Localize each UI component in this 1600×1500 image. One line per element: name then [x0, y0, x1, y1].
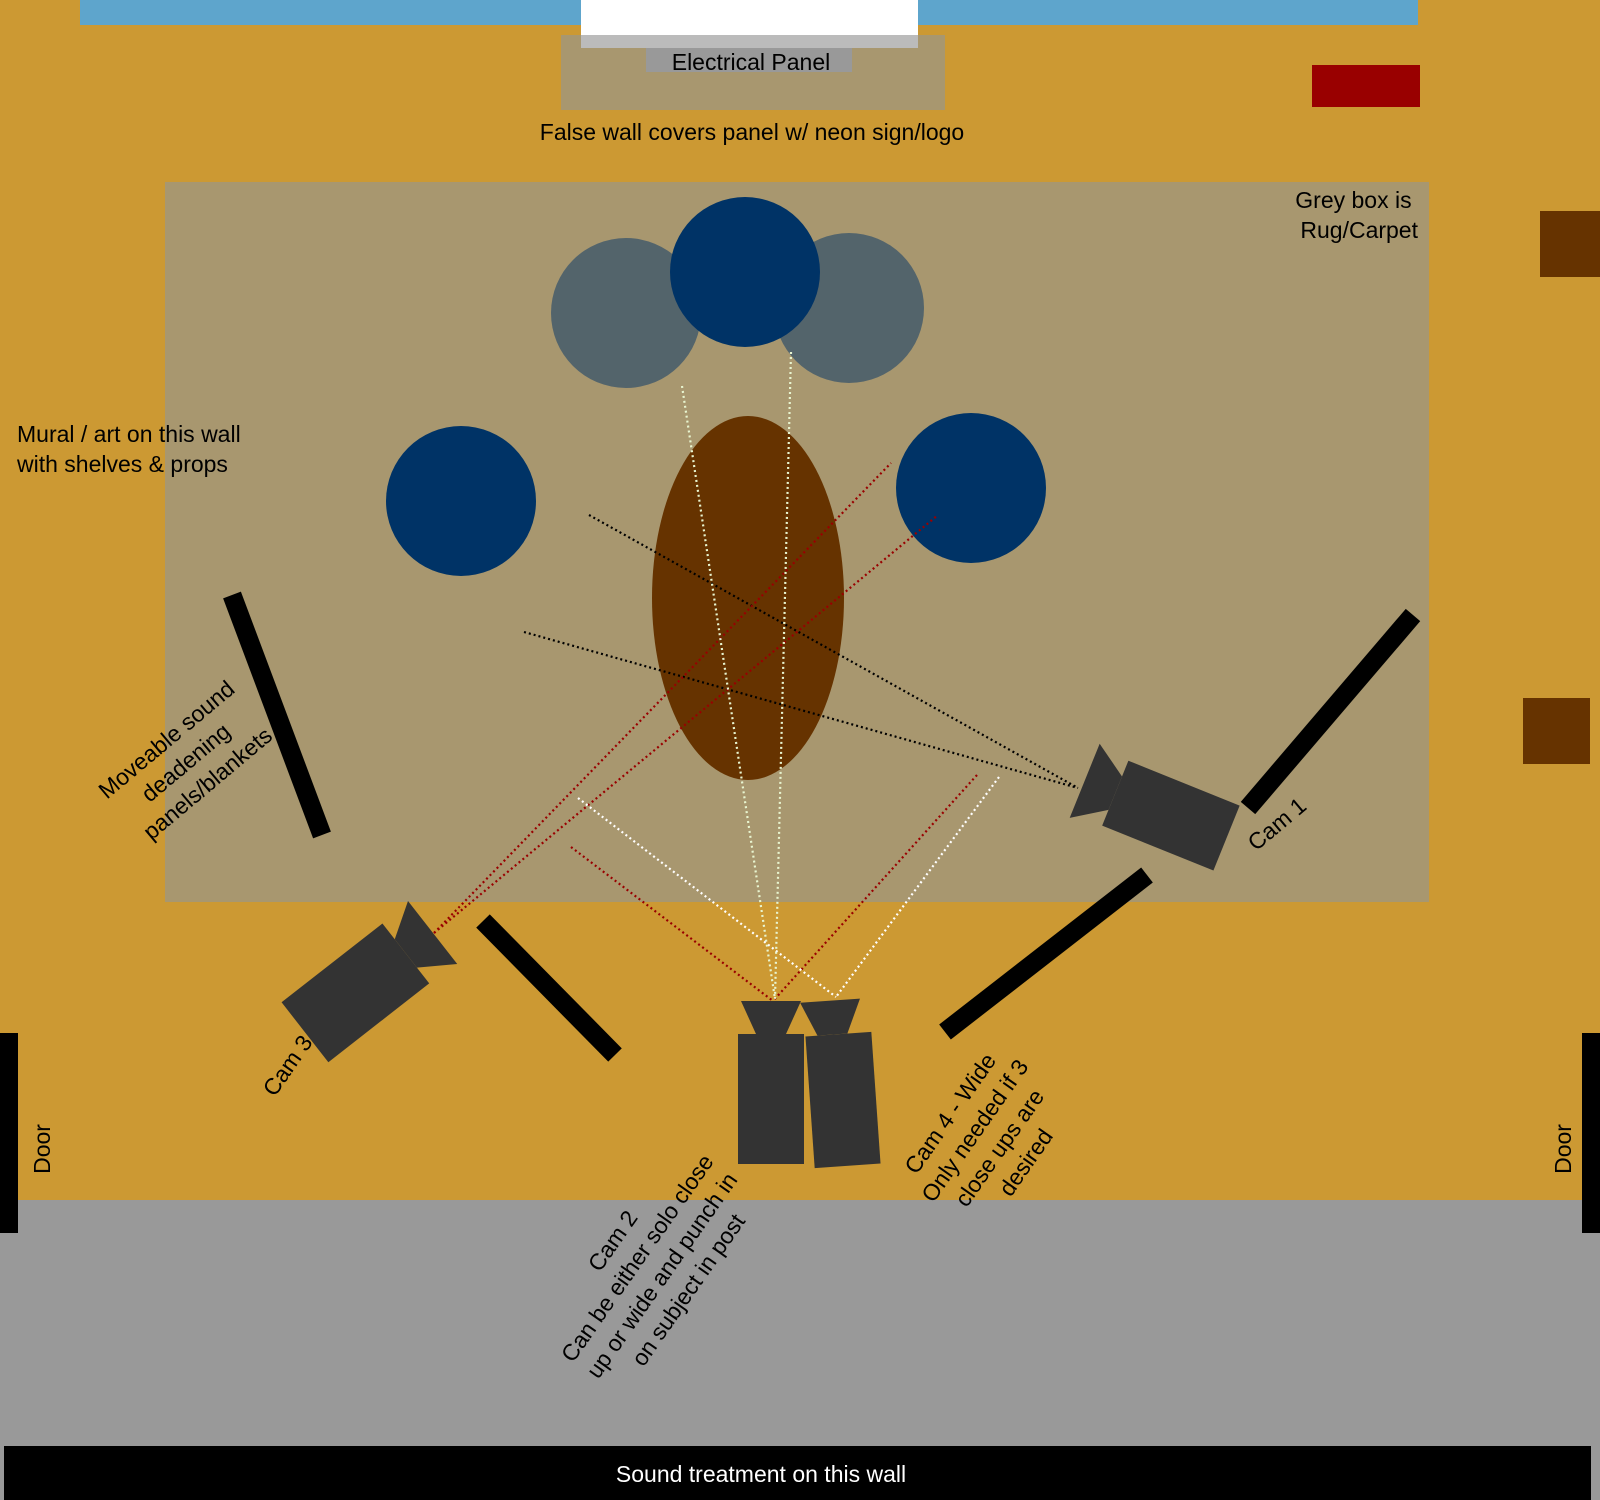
cam3-sightline-upper: [433, 462, 892, 934]
door-right: [1582, 1033, 1600, 1233]
camera-cam2-body: [738, 1034, 804, 1164]
host-chair-left: [386, 426, 536, 576]
cam2-sightline-left: [570, 846, 774, 1002]
camera-cam4-body: [805, 1031, 881, 1169]
camera-cam4: [800, 998, 881, 1169]
table: [652, 416, 844, 780]
cam4-sightline-left: [577, 797, 837, 998]
rug-note: Grey box is Rug/Carpet: [1295, 187, 1418, 243]
camera-cam2: [738, 1001, 804, 1164]
mural-note: Mural / art on this wall with shelves & …: [16, 421, 247, 477]
wall-box-upper: [1540, 211, 1600, 277]
camera-cam3: [281, 900, 458, 1063]
false-wall-note: False wall covers panel w/ neon sign/log…: [540, 119, 964, 145]
sound-panel-center-left: [476, 914, 622, 1062]
mural-note-line2: with shelves & props: [16, 451, 228, 477]
mural-note-line1: Mural / art on this wall: [17, 421, 241, 447]
cam2-sightline-center-left: [680, 385, 777, 1000]
camera-cam2-lens: [741, 1001, 801, 1034]
red-light: [1312, 65, 1420, 107]
false-wall-panel: [581, 0, 918, 35]
door-left-label: Door: [29, 1124, 55, 1174]
camera-cam1-lens: [1069, 743, 1123, 818]
sound-panel-left: [223, 591, 331, 839]
sound-panel-center-right: [939, 867, 1153, 1040]
camera-cam4-lens: [800, 998, 860, 1036]
cam1-sightline-lower: [523, 630, 1079, 790]
cam4-sightline-right: [835, 776, 1000, 998]
rug-note-line1: Grey box is: [1295, 187, 1411, 213]
cam3-sightline-lower: [433, 514, 939, 934]
electrical-panel-label: Electrical Panel: [672, 49, 831, 75]
sound-wall-label: Sound treatment on this wall: [616, 1461, 906, 1487]
camera-cam1: [1069, 743, 1240, 871]
sound-panel-right: [1240, 608, 1421, 815]
camera-cam3-lens: [394, 900, 458, 968]
sight-lines: [433, 351, 1079, 1002]
host-chair-right: [896, 413, 1046, 563]
electrical-panel-label-bg: [646, 48, 852, 72]
guest-chair-left: [551, 238, 701, 388]
door-left: [0, 1033, 18, 1233]
host-chair-center: [670, 197, 820, 347]
cam2-sightline-right: [772, 774, 978, 1002]
sound-treatment-wall: [4, 1446, 1591, 1500]
wall-box-lower: [1523, 698, 1590, 764]
camera-cam1-body: [1102, 760, 1240, 871]
door-right-label: Door: [1550, 1124, 1576, 1174]
cam1-sightline-upper: [588, 514, 1079, 789]
camera-cam3-body: [281, 923, 430, 1063]
rug-note-line2: Rug/Carpet: [1300, 217, 1418, 243]
